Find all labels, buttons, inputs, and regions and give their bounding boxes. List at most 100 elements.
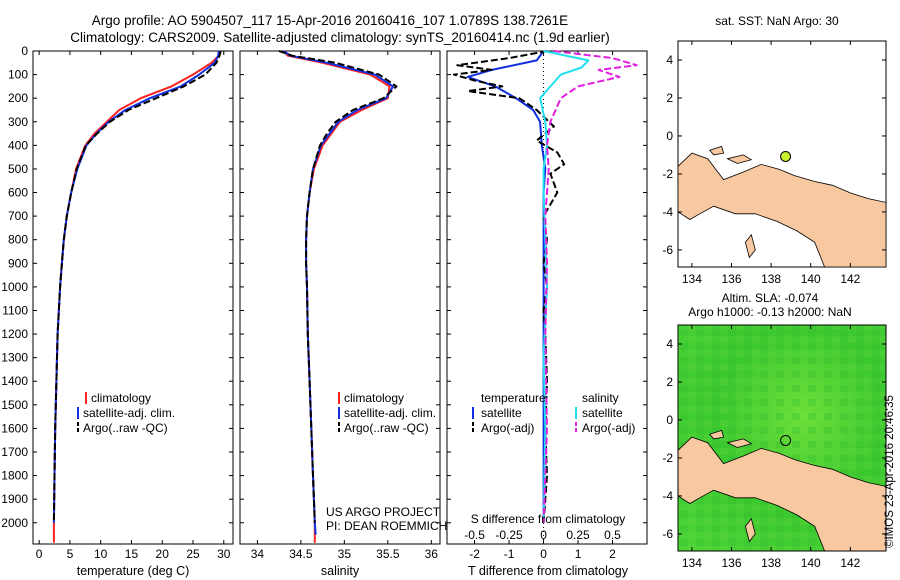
land-mass <box>677 429 887 552</box>
longitude-tick-label: 136 <box>721 556 741 570</box>
y-tick-label: 300 <box>8 115 28 129</box>
y-tick-label: 1900 <box>1 492 28 506</box>
salinity-x-axis: 34 34.5 35 35.5 36 <box>251 51 439 561</box>
y-tick-label: 1000 <box>1 280 28 294</box>
x-tick-label: 35.5 <box>376 547 400 561</box>
difference-x-axis: -2 -1 0 1 2 -0.5 -0.25 0 0.25 0.5 <box>464 51 621 561</box>
y-tick-label: 1400 <box>1 374 28 388</box>
sla-map-title-line-1: Altim. SLA: -0.074 <box>722 291 819 305</box>
x-tick-label: 34.5 <box>289 547 313 561</box>
longitude-tick-label: 138 <box>761 556 781 570</box>
series-line-satellite-adj-clim- <box>282 50 394 535</box>
y-tick-label: 1600 <box>1 421 28 435</box>
longitude-tick-label: 138 <box>761 272 781 286</box>
sst-map-axes: 134 136 138 140 142 -6 -4 -2 0 2 4 <box>662 41 886 286</box>
project-annotation-line-1: US ARGO PROJECT <box>326 505 441 519</box>
latitude-tick-label: -4 <box>662 205 673 219</box>
series-line-argo-raw-qc- <box>52 50 222 523</box>
y-tick-label: 1700 <box>1 445 28 459</box>
latitude-tick-label: 2 <box>666 91 673 105</box>
y-tick-label: 2000 <box>1 516 28 530</box>
temperature-xlabel: temperature (deg C) <box>77 564 190 578</box>
difference-panel: -2 -1 0 1 2 -0.5 -0.25 0 0.25 0.5 S difference fr… <box>446 50 648 578</box>
title-line-2: Climatology: CARS2009. Satellite-adjuste… <box>70 30 610 45</box>
latitude-tick-label: 0 <box>666 413 673 427</box>
y-tick-label: 1100 <box>2 303 28 317</box>
depth-axis: 0 100 200 300 400 500 600 700 800 900 1000 1100 1200… <box>1 44 647 530</box>
series-line-argo-raw-qc- <box>278 50 398 523</box>
x-tick-label: 0 <box>36 547 43 561</box>
x-tick-label: 25 <box>186 547 200 561</box>
longitude-tick-label: 134 <box>682 556 702 570</box>
legend-label-s-satellite: satellite <box>582 406 623 420</box>
latitude-tick-label: -2 <box>662 167 673 181</box>
x-tick-label: 34 <box>251 547 265 561</box>
sst-map-panel: sat. SST: NaN Argo: 30 134 136 138 140 142 -6… <box>662 14 887 286</box>
y-tick-label: 600 <box>8 186 28 200</box>
legend-label-satellite: satellite-adj. clim. <box>344 406 436 420</box>
title-line-1: Argo profile: AO 5904507_117 15-Apr-2016… <box>92 13 568 28</box>
salinity-xlabel: salinity <box>321 564 360 578</box>
y-tick-label: 900 <box>8 256 28 270</box>
latitude-tick-label: -2 <box>662 451 673 465</box>
island-polygon <box>726 154 753 164</box>
island-polygon <box>744 233 756 259</box>
y-tick-label: 100 <box>8 68 28 82</box>
y-tick-label: 500 <box>8 162 28 176</box>
x-tick-label: 1 <box>575 547 582 561</box>
island-polygon <box>709 145 725 156</box>
latitude-tick-label: 2 <box>666 375 673 389</box>
longitude-tick-label: 134 <box>682 272 702 286</box>
longitude-tick-label: 142 <box>840 272 860 286</box>
project-annotation-line-2: PI: DEAN ROEMMICH <box>326 519 447 533</box>
x-tick-label: 30 <box>217 547 231 561</box>
y-tick-label: 1500 <box>1 398 28 412</box>
x-tick-label: 35 <box>338 547 352 561</box>
y-tick-label: 1200 <box>1 327 28 341</box>
longitude-tick-label: 140 <box>801 272 821 286</box>
salinity-panel: 34 34.5 35 35.5 36 salinity climatology sate… <box>239 50 447 578</box>
sst-map-title: sat. SST: NaN Argo: 30 <box>715 14 839 28</box>
y-tick-label: 200 <box>8 91 28 105</box>
legend-label-argo: Argo(..raw -QC) <box>83 421 168 435</box>
x-tick-label: -2 <box>469 547 480 561</box>
s-difference-label: S difference from climatology <box>471 512 626 526</box>
series-line-s-satellite <box>539 50 590 523</box>
sla-map-axes: 134 136 138 140 142 -6 -4 -2 0 2 4 <box>662 325 886 570</box>
x2-tick-label: -0.25 <box>495 528 523 542</box>
x-tick-label: 20 <box>156 547 170 561</box>
difference-legend: temperature satellite Argo(-adj) salinit… <box>472 391 635 435</box>
x-tick-label: 36 <box>425 547 439 561</box>
argo-position-marker <box>780 434 792 446</box>
island-polygon <box>709 429 725 440</box>
x-tick-label: 5 <box>67 547 74 561</box>
legend-label-climatology: climatology <box>344 391 404 405</box>
latitude-tick-label: -4 <box>662 489 673 503</box>
temperature-legend: climatology satellite-adj. clim. Argo(..… <box>77 391 175 435</box>
salinity-series <box>278 50 398 543</box>
y-tick-label: 400 <box>8 138 28 152</box>
x-tick-label: 0 <box>540 547 547 561</box>
island-polygon <box>744 517 756 543</box>
latitude-tick-label: -6 <box>662 527 673 541</box>
legend-label-argo: Argo(..raw -QC) <box>344 421 429 435</box>
x-tick-label: -1 <box>504 547 515 561</box>
legend-label-climatology: climatology <box>91 391 151 405</box>
series-line-t-satellite <box>466 50 547 523</box>
legend-title-temperature: temperature <box>481 391 546 405</box>
legend-title-salinity: salinity <box>582 391 619 405</box>
argo-float-point <box>780 150 792 162</box>
legend-label-t-argo: Argo(-adj) <box>481 421 534 435</box>
x2-tick-label: 0.5 <box>604 528 621 542</box>
y-tick-label: 0 <box>21 44 28 58</box>
land-polygon <box>677 152 887 268</box>
x-tick-label: 2 <box>609 547 616 561</box>
sla-map-panel: Altim. SLA: -0.074 Argo h1000: -0.13 h20… <box>662 291 887 570</box>
y-tick-label: 800 <box>8 233 28 247</box>
argo-float-point <box>780 434 792 446</box>
latitude-tick-label: 0 <box>666 129 673 143</box>
x2-tick-label: -0.5 <box>464 528 485 542</box>
island-polygon <box>726 438 753 448</box>
x-tick-label: 15 <box>125 547 139 561</box>
